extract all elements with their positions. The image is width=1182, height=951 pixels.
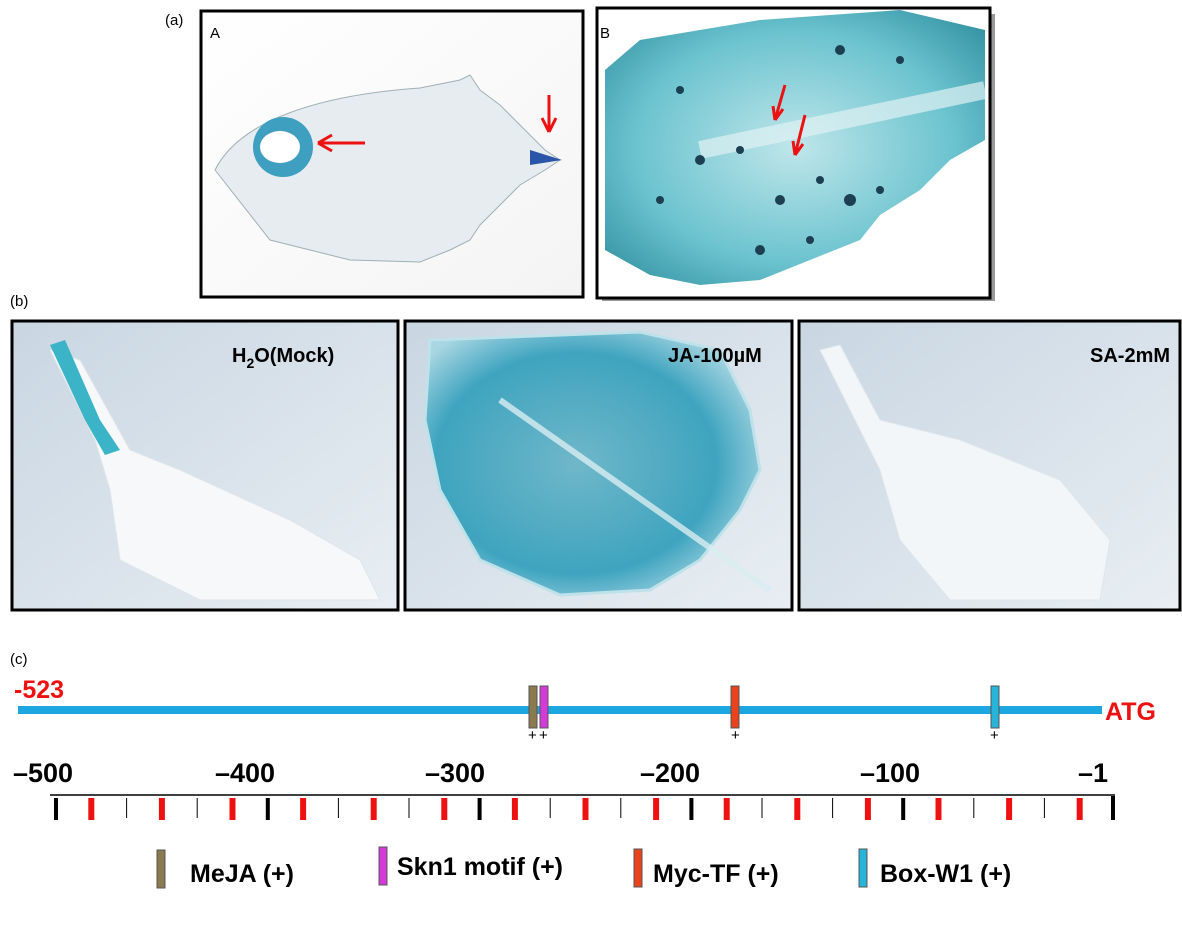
legend-icon <box>859 849 867 887</box>
ruler-tick-major <box>266 798 270 820</box>
ruler-tick-major <box>54 798 58 820</box>
legend-text: Myc-TF (+) <box>653 860 779 888</box>
strand-sign: + <box>731 727 740 744</box>
ruler-tick-major <box>478 798 482 820</box>
ruler-tick-red <box>512 798 518 820</box>
panel-label: (b) <box>10 293 28 310</box>
strand-sign: + <box>528 727 537 744</box>
photo-label: A <box>210 25 220 42</box>
myc-element <box>731 686 739 728</box>
promoter-end: ATG <box>1105 698 1156 726</box>
ruler-tick-red <box>441 798 447 820</box>
legend-text: Box-W1 (+) <box>880 860 1011 888</box>
legend-icon <box>379 847 387 885</box>
photo-a: A <box>201 11 583 297</box>
skn1-element <box>540 686 548 728</box>
ruler-tick-red <box>371 798 377 820</box>
scale-label: –1 <box>1078 758 1108 788</box>
photo-label: B <box>600 25 610 42</box>
strand-sign: + <box>539 727 548 744</box>
ruler-tick-red <box>653 798 659 820</box>
ruler-tick-major <box>901 798 905 820</box>
scale-label: –500 <box>13 758 73 788</box>
ruler-tick-major <box>1111 796 1115 820</box>
promoter-start: -523 <box>14 676 64 704</box>
boxw1-element <box>991 686 999 728</box>
legend-icon <box>157 850 165 888</box>
ruler-tick-red <box>88 798 94 820</box>
photo-sa: SA-2mM <box>799 321 1180 610</box>
photo-mock: H2O(Mock) <box>12 321 398 610</box>
legend-icon <box>634 849 642 887</box>
figure: (a) A B (b) H2O(Mock) JA-100µM <box>0 0 1182 946</box>
scale-label: –400 <box>215 758 275 788</box>
scale-label: –100 <box>860 758 920 788</box>
scale-label: –200 <box>640 758 700 788</box>
photo-label: SA-2mM <box>1090 345 1170 367</box>
legend-text: Skn1 motif (+) <box>397 853 563 881</box>
panel-label: (a) <box>165 12 183 29</box>
ruler-tick-red <box>1077 798 1083 820</box>
photo-label: JA-100µM <box>668 345 762 367</box>
ruler-tick-major <box>689 798 693 820</box>
scale-label: –300 <box>425 758 485 788</box>
ruler <box>50 795 1115 820</box>
ruler-tick-red <box>300 798 306 820</box>
meja-element <box>529 686 537 728</box>
ruler-tick-red <box>724 798 730 820</box>
photo-b: B <box>597 8 995 301</box>
panel-label: (c) <box>10 651 28 668</box>
ruler-tick-red <box>936 798 942 820</box>
strand-sign: + <box>990 727 999 744</box>
ruler-tick-red <box>583 798 589 820</box>
legend-text: MeJA (+) <box>190 860 294 888</box>
ruler-tick-red <box>794 798 800 820</box>
ruler-tick-red <box>865 798 871 820</box>
ruler-tick-red <box>230 798 236 820</box>
ruler-tick-red <box>1006 798 1012 820</box>
photo-ja: JA-100µM <box>405 321 792 610</box>
ruler-tick-red <box>159 798 165 820</box>
